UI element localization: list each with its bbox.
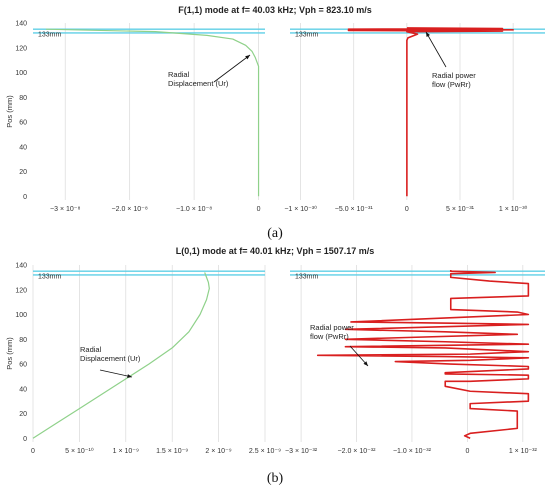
x-tick-label: 0 [465, 448, 469, 455]
panel-a-right: −1 × 10⁻³⁰ −5.0 × 10⁻³¹ 0 5 × 10⁻³¹ 1 × 10⁻³… [284, 23, 545, 213]
arrow-head [363, 361, 368, 366]
y-tick-label: 100 [15, 70, 27, 77]
panel-b-right: −3 × 10⁻³² −2.0 × 10⁻³² −1.0 × 10⁻³² 0 1 × 1… [285, 265, 545, 455]
chart-title-a: F(1,1) mode at f= 40.03 kHz; Vph = 823.1… [178, 5, 372, 15]
y-tick-label: 100 [15, 312, 27, 319]
annotation-text: Displacement (Ur) [80, 354, 141, 363]
series-line [45, 28, 260, 197]
x-tick-label: 1 × 10⁻³⁰ [499, 205, 528, 213]
x-tick-label: −1.0 × 10⁻³² [393, 448, 432, 455]
x-tick-label: −1.0 × 10⁻⁸ [176, 206, 212, 213]
y-axis-label: Pos (mm) [5, 337, 14, 370]
boundary-label: 133mm [295, 32, 319, 39]
y-tick-label: 20 [19, 169, 27, 176]
arrow-head [426, 32, 430, 37]
boundary-label: 133mm [295, 274, 319, 281]
x-tick-label: 5 × 10⁻¹⁰ [65, 447, 94, 455]
x-tick-label: −2.0 × 10⁻³² [338, 448, 377, 455]
y-tick-label: 60 [19, 120, 27, 127]
chart-title-b: L(0,1) mode at f= 40.01 kHz; Vph = 1507.… [176, 246, 375, 256]
annotation-text: Displacement (Ur) [168, 79, 229, 88]
y-tick-label: 20 [19, 411, 27, 418]
annotation-text: Radial [80, 345, 102, 354]
x-tick-label: 1.5 × 10⁻⁹ [156, 448, 188, 455]
y-tick-label: 120 [15, 45, 27, 52]
annotation-text: Radial [168, 70, 190, 79]
annotation-arrow [213, 54, 251, 83]
y-tick-label: 140 [15, 263, 27, 270]
caption-b: (b) [267, 471, 284, 486]
y-tick-label: 40 [19, 386, 27, 393]
x-tick-label: 1 × 10⁻³² [509, 448, 538, 455]
y-tick-label: 40 [19, 144, 27, 151]
x-tick-label: −3 × 10⁻³² [285, 448, 318, 455]
y-tick-label: 120 [15, 287, 27, 294]
y-tick-label: 60 [19, 362, 27, 369]
series-line [32, 272, 210, 439]
arrow-head [245, 55, 250, 60]
x-tick-label: 5 × 10⁻³¹ [446, 206, 475, 213]
x-tick-label: 0 [257, 206, 261, 213]
annotation-text: Radial power [310, 323, 354, 332]
annotation-text: flow (PwRr) [310, 332, 349, 341]
x-tick-label: −1 × 10⁻³⁰ [284, 205, 317, 213]
x-tick-label: −2.0 × 10⁻⁸ [112, 206, 148, 213]
series-line [347, 27, 514, 197]
y-tick-label: 80 [19, 95, 27, 102]
x-tick-label: 0 [31, 448, 35, 455]
x-tick-label: 2.5 × 10⁻⁹ [249, 448, 281, 455]
x-tick-label: −3 × 10⁻⁸ [50, 206, 80, 213]
panel-a-left: −3 × 10⁻⁸ −2.0 × 10⁻⁸ −1.0 × 10⁻⁸ 0 0 20 40 60 8… [5, 21, 265, 213]
annotation-text: flow (PwRr) [432, 80, 471, 89]
x-tick-label: 1 × 10⁻⁹ [113, 448, 139, 455]
arrow-head [127, 374, 132, 378]
y-tick-label: 140 [15, 21, 27, 28]
y-tick-label: 0 [23, 194, 27, 201]
x-tick-label: −5.0 × 10⁻³¹ [335, 206, 374, 213]
panel-b-left: 0 5 × 10⁻¹⁰ 1 × 10⁻⁹ 1.5 × 10⁻⁹ 2 × 10⁻⁹ 2.5 … [5, 263, 281, 456]
annotation-arrow [425, 31, 447, 68]
boundary-label: 133mm [38, 32, 62, 39]
x-tick-label: 0 [405, 206, 409, 213]
y-tick-label: 80 [19, 337, 27, 344]
series-line [316, 269, 530, 440]
y-axis-label: Pos (mm) [5, 95, 14, 128]
y-tick-label: 0 [23, 436, 27, 443]
caption-a: (a) [267, 226, 283, 241]
x-tick-label: 2 × 10⁻⁹ [205, 448, 231, 455]
annotation-text: Radial power [432, 71, 476, 80]
boundary-label: 133mm [38, 274, 62, 281]
annotation-arrow [99, 369, 133, 378]
